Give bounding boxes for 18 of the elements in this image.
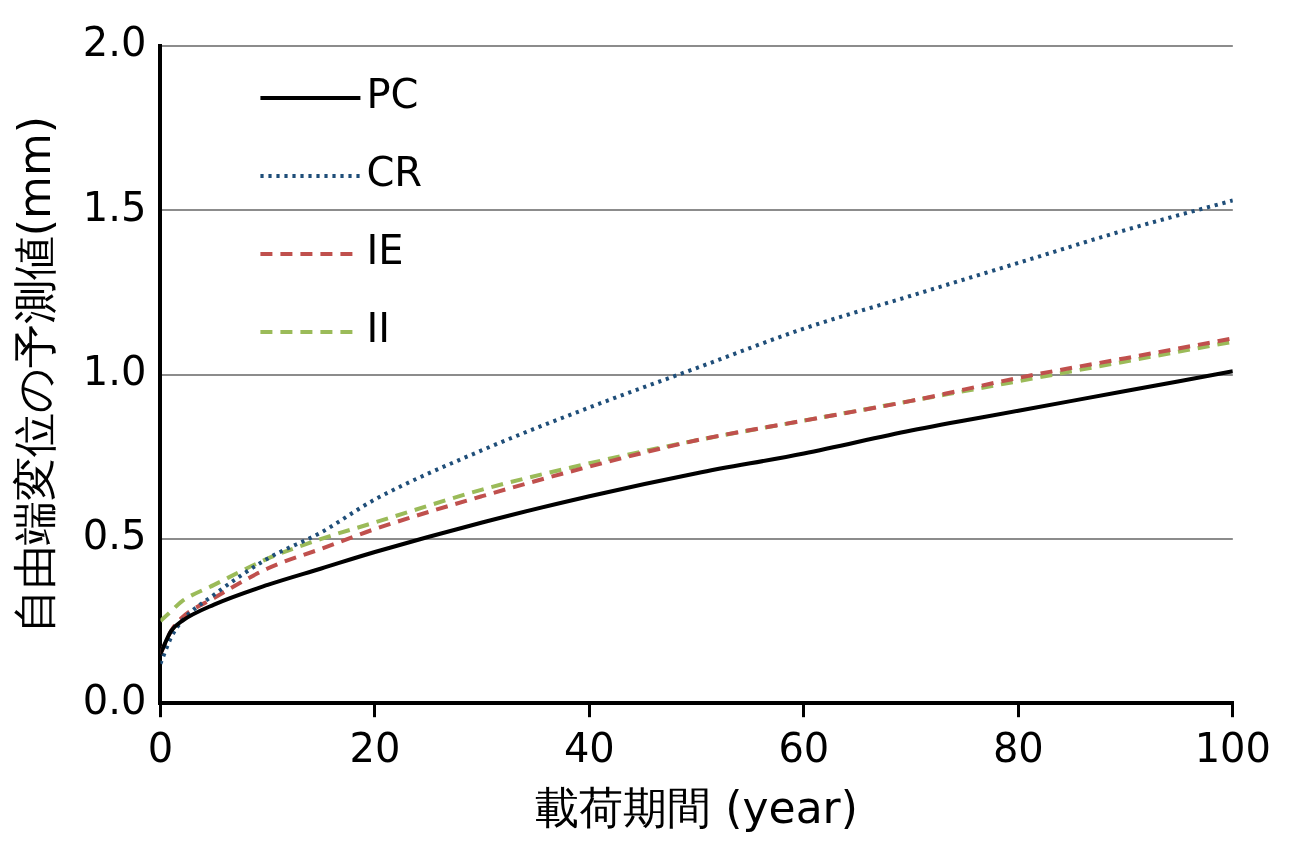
x-tick-label: 0 xyxy=(147,724,174,771)
x-tick-label: 20 xyxy=(349,724,401,771)
y-tick-label: 0.5 xyxy=(82,512,147,559)
y-tick-label: 1.5 xyxy=(82,183,147,230)
y-tick-label: 2.0 xyxy=(82,19,147,66)
y-tick-label: 0.0 xyxy=(82,676,147,723)
x-tick-label: 80 xyxy=(992,724,1044,771)
y-axis-title: 自由端変位の予測値(mm) xyxy=(8,116,60,634)
legend-label: II xyxy=(366,305,391,352)
line-series xyxy=(160,198,1233,666)
y-tick-label: 1.0 xyxy=(82,347,147,394)
x-tick-label: 40 xyxy=(563,724,615,771)
legend-label: IE xyxy=(366,227,404,274)
x-tick-label: 100 xyxy=(1194,724,1272,771)
x-axis-title: 載荷期間 (year) xyxy=(535,782,858,834)
legend-label: PC xyxy=(366,71,419,118)
x-tick-label: 60 xyxy=(778,724,830,771)
legend-label: CR xyxy=(366,149,423,196)
